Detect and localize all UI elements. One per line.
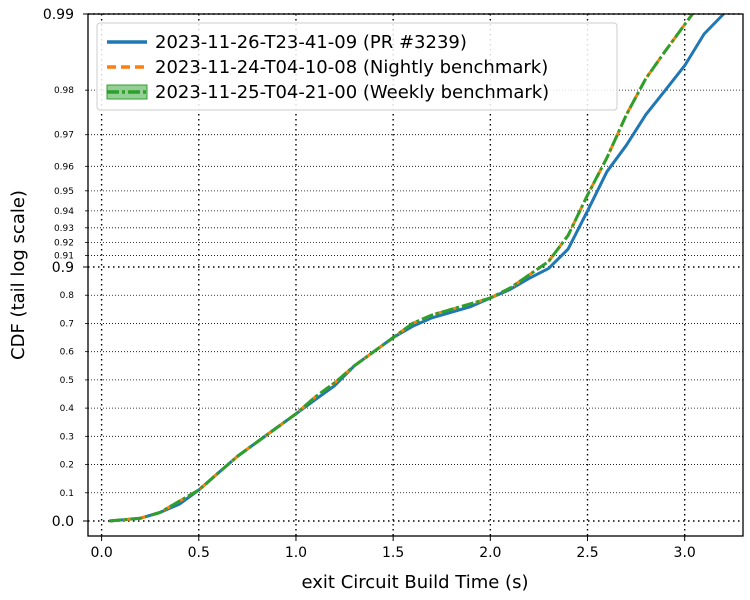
legend-label-1: 2023-11-26-T23-41-09 (PR #3239) [155,32,467,53]
x-tick-label: 1.0 [285,545,307,561]
series-layer [109,14,725,523]
x-tick-label: 2.5 [576,545,598,561]
y-minor-tick-label: 0.96 [54,162,74,172]
x-axis-ticks: 0.0 0.5 1.0 1.5 2.0 2.5 3.0 [90,536,696,561]
y-minor-tick-label: 0.5 [60,376,74,386]
x-tick-label: 2.0 [479,545,501,561]
x-axis-title: exit Circuit Build Time (s) [302,572,529,593]
plot-frame [87,13,744,537]
y-minor-tick-label: 0.97 [54,131,74,141]
y-minor-tick-label: 0.1 [60,489,74,499]
legend-frame [96,22,618,111]
legend: 2023-11-26-T23-41-09 (PR #3239) 2023-11-2… [96,22,618,111]
y-axis-ticks: 0.0 0.9 0.99 0.1 0.2 0.3 0.4 0.5 0.6 0.7 0.8 0.91 0.… [43,7,88,530]
y-minor-tick-label: 0.92 [54,238,74,248]
y-minor-tick-label: 0.3 [60,432,74,442]
x-tick-label: 1.5 [382,545,404,561]
y-minor-tick-label: 0.98 [54,86,74,96]
series-line-3 [109,14,694,523]
x-tick-label: 0.0 [90,545,112,561]
legend-entries: 2023-11-26-T23-41-09 (PR #3239) 2023-11-2… [106,32,549,103]
y-minor-tick-label: 0.6 [60,348,75,358]
y-minor-tick-label: 0.2 [60,461,74,471]
x-tick-label: 3.0 [674,545,696,561]
y-axis-title: CDF (tail log scale) [8,190,29,360]
legend-label-2: 2023-11-24-T04-10-08 (Nightly benchmark) [155,57,548,78]
y-minor-tick-label: 0.7 [60,319,74,329]
y-minor-tick-label: 0.94 [54,207,74,217]
y-minor-tick-label: 0.93 [54,224,74,234]
legend-label-3: 2023-11-25-T04-21-00 (Weekly benchmark) [155,82,549,103]
y-minor-tick-label: 0.91 [54,251,74,261]
x-tick-label: 0.5 [188,545,210,561]
y-major-tick-label: 0.99 [43,7,74,23]
y-minor-tick-label: 0.95 [54,187,74,197]
y-major-tick-label: 0.0 [52,514,74,530]
y-minor-tick-label: 0.4 [60,404,75,414]
y-major-tick-label: 0.9 [52,260,74,276]
y-minor-tick-label: 0.8 [60,291,75,301]
